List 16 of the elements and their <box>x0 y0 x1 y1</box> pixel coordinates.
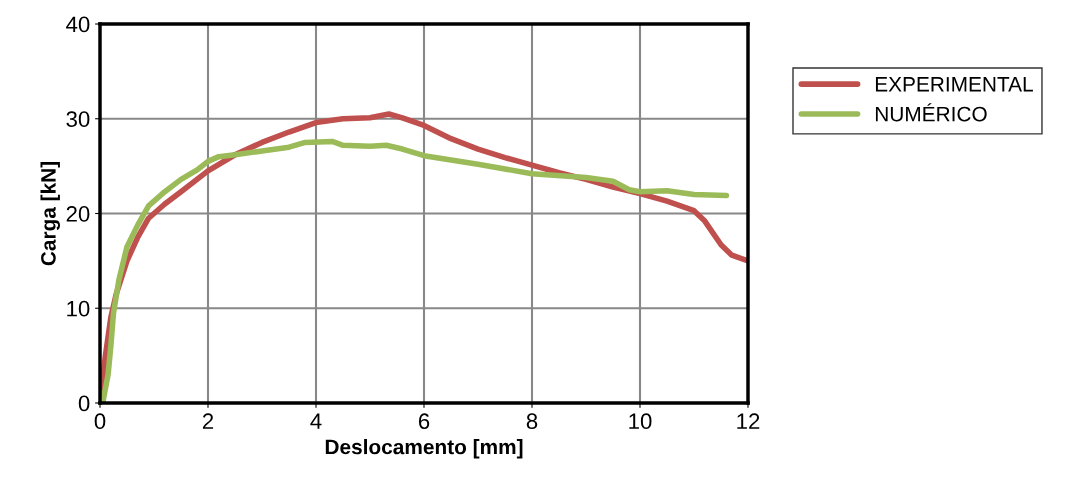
y-tick-label: 0 <box>78 395 90 412</box>
y-tick-label: 30 <box>66 111 90 128</box>
y-tick-label: 20 <box>66 206 90 222</box>
legend-label: EXPERIMENTAL <box>875 77 1033 92</box>
y-axis-title: Carga [kN] <box>40 161 61 266</box>
x-tick-label: 8 <box>526 413 538 430</box>
legend-label: NUMÉRICO <box>875 103 987 122</box>
x-tick-label: 0 <box>94 413 106 430</box>
x-tick-label: 12 <box>737 413 760 429</box>
x-tick-label: 4 <box>310 413 322 429</box>
y-tick-label: 40 <box>66 16 90 33</box>
y-tick-label: 10 <box>67 300 90 317</box>
x-tick-label: 6 <box>418 413 430 430</box>
x-tick-label: 2 <box>202 413 214 429</box>
x-tick-label: 10 <box>629 413 652 430</box>
x-axis-title: Deslocamento [mm] <box>325 438 523 459</box>
